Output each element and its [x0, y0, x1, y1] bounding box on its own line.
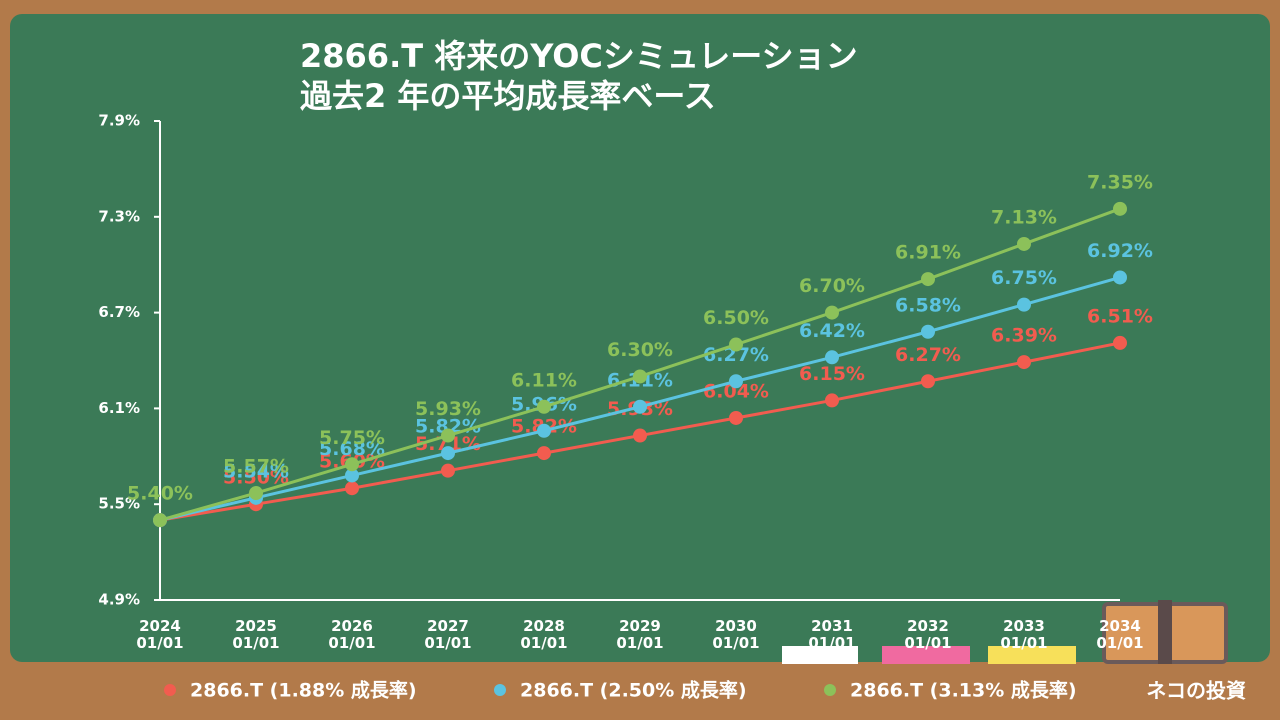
data-label: 6.75% — [991, 267, 1057, 289]
legend-label: 2866.T (2.50% 成長率) — [520, 679, 747, 702]
x-tick-label: 2024 01/01 — [136, 617, 184, 652]
y-tick-label: 6.7% — [98, 303, 140, 321]
data-point — [1113, 201, 1127, 216]
data-label: 6.58% — [895, 294, 961, 316]
data-point — [825, 305, 839, 320]
chart-subtitle: 過去2 年の平均成長率ベース — [300, 77, 716, 115]
y-tick-label: 7.9% — [98, 112, 140, 130]
data-label: 6.70% — [799, 275, 865, 297]
data-label: 6.39% — [991, 325, 1057, 347]
chalk — [782, 646, 858, 664]
legend-marker — [494, 684, 506, 696]
data-point — [537, 423, 551, 438]
chalk — [988, 646, 1076, 664]
data-point — [825, 393, 839, 408]
data-point — [729, 337, 743, 352]
data-point — [441, 428, 455, 443]
x-tick-label: 2031 01/01 — [808, 617, 856, 652]
y-tick-label: 5.5% — [98, 495, 140, 513]
data-label: 6.50% — [703, 307, 769, 329]
y-tick-label: 7.3% — [98, 207, 140, 225]
data-point — [729, 410, 743, 425]
data-label: 6.42% — [799, 320, 865, 342]
data-point — [249, 486, 263, 501]
legend-marker — [824, 684, 836, 696]
data-point — [441, 446, 455, 461]
data-label: 6.15% — [799, 363, 865, 385]
data-label: 5.93% — [415, 398, 481, 420]
x-tick-label: 2033 01/01 — [1000, 617, 1048, 652]
brand: ネコの投資 — [1146, 679, 1246, 703]
data-point — [633, 369, 647, 384]
legend-label: 2866.T (1.88% 成長率) — [190, 679, 417, 702]
legend-label: 2866.T (3.13% 成長率) — [850, 679, 1077, 702]
data-label: 6.92% — [1087, 240, 1153, 262]
data-label: 5.68% — [319, 438, 385, 460]
eraser-band — [1158, 600, 1172, 664]
chalk — [882, 646, 970, 664]
data-point — [825, 350, 839, 365]
data-label: 7.13% — [991, 206, 1057, 228]
data-label: 5.50% — [223, 467, 289, 489]
data-point — [345, 481, 359, 496]
data-point — [153, 513, 167, 528]
data-label: 5.57% — [223, 456, 289, 478]
data-point — [345, 457, 359, 472]
x-tick-label: 2027 01/01 — [424, 617, 472, 652]
x-tick-label: 2025 01/01 — [232, 617, 280, 652]
x-tick-label: 2032 01/01 — [904, 617, 952, 652]
data-point — [537, 446, 551, 461]
data-point — [345, 468, 359, 483]
data-point — [1017, 355, 1031, 370]
data-point — [1017, 236, 1031, 251]
data-point — [729, 374, 743, 389]
y-tick-label: 4.9% — [98, 591, 140, 609]
x-tick-label: 2029 01/01 — [616, 617, 664, 652]
data-point — [537, 399, 551, 414]
chalkboard — [10, 14, 1270, 662]
x-tick-label: 2026 01/01 — [328, 617, 376, 652]
data-point — [1113, 335, 1127, 350]
data-label: 6.30% — [607, 339, 673, 361]
data-point — [1017, 297, 1031, 312]
x-tick-label: 2034 01/01 — [1096, 617, 1144, 652]
data-label: 5.75% — [319, 427, 385, 449]
data-label: 5.40% — [127, 483, 193, 505]
data-label: 6.27% — [895, 344, 961, 366]
data-label: 5.54% — [223, 460, 289, 482]
data-point — [1113, 270, 1127, 285]
data-point — [441, 463, 455, 478]
data-point — [921, 324, 935, 339]
data-point — [633, 399, 647, 414]
data-label: 6.91% — [895, 242, 961, 264]
data-label: 7.35% — [1087, 171, 1153, 193]
data-label: 6.51% — [1087, 305, 1153, 327]
x-tick-label: 2030 01/01 — [712, 617, 760, 652]
y-tick-label: 6.1% — [98, 399, 140, 417]
x-tick-label: 2028 01/01 — [520, 617, 568, 652]
data-point — [921, 272, 935, 287]
data-point — [633, 428, 647, 443]
data-point — [921, 374, 935, 389]
chart-title: 2866.T 将来のYOCシミュレーション — [300, 37, 858, 75]
data-label: 6.11% — [511, 369, 577, 391]
legend-marker — [164, 684, 176, 696]
